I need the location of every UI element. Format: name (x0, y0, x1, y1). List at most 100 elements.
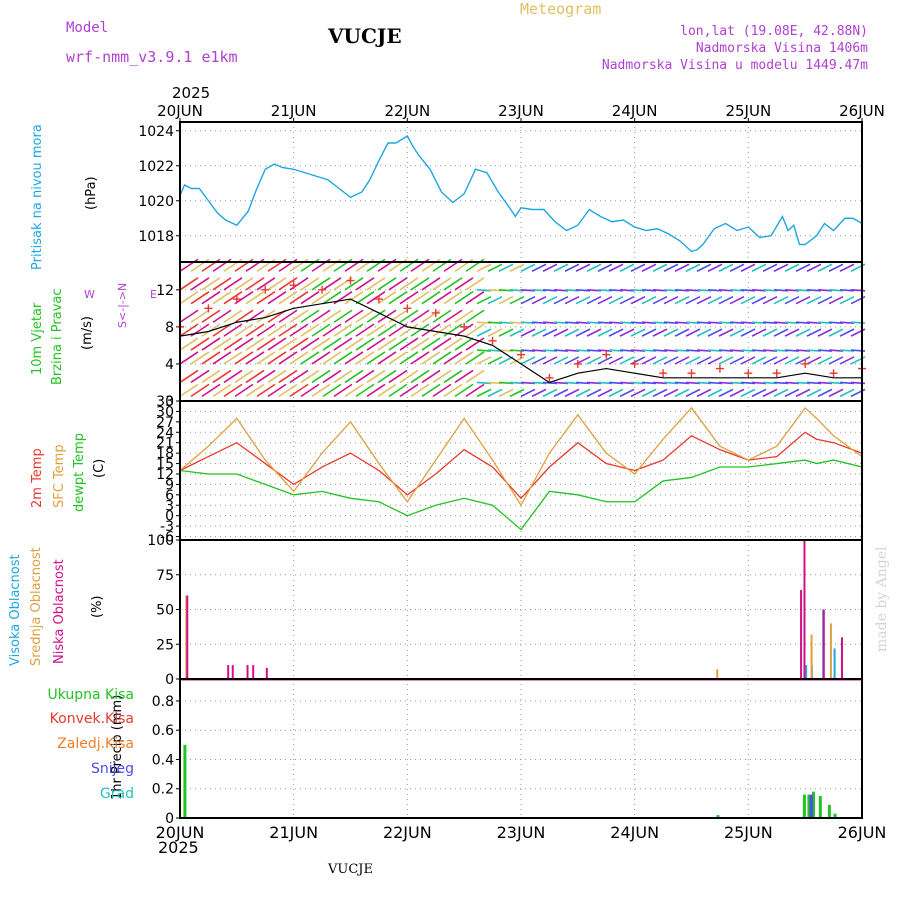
gust-marker (545, 373, 554, 382)
wind-arrow (366, 337, 386, 351)
wind-arrow (289, 369, 309, 384)
wind-arrow (586, 295, 602, 305)
total-precip-bar (183, 744, 187, 818)
model-value: wrf-nmm_v3.9.1 e1km (66, 48, 238, 66)
wind-arrow (696, 356, 712, 365)
wind-arrow (399, 383, 419, 398)
wind-arrow (454, 337, 474, 351)
wind-arrow (410, 351, 430, 365)
wind-arrow (718, 263, 734, 272)
wind-speed-line (179, 298, 862, 384)
wind-arrow (751, 356, 767, 365)
wind-arrow (828, 388, 844, 398)
wind-arrow (201, 383, 221, 398)
sfc-temp-line (179, 406, 863, 507)
wind-arrow (762, 328, 778, 337)
wind-arrow (729, 388, 745, 398)
wind-arrow (366, 277, 386, 291)
wind-arrow (443, 277, 463, 291)
y-tick-label: 0.8 (152, 694, 174, 710)
y-tick-label: 0.2 (152, 782, 174, 798)
wind-arrow (333, 351, 353, 365)
wind-arrow (179, 351, 199, 365)
wind-arrow (729, 328, 745, 337)
low-cloud-bar (800, 590, 803, 679)
wind-arrow (333, 309, 353, 323)
low-cloud-bar (840, 637, 843, 679)
wind-arrow (443, 337, 463, 351)
y-tick-label: 24 (156, 425, 174, 441)
wind-arrow (542, 356, 558, 365)
wind-arrow (410, 337, 430, 351)
time-tick-label-bottom: 24JUN (610, 823, 659, 842)
wind-arrow (366, 323, 386, 337)
wind-arrow (388, 323, 408, 337)
wind-arrow (223, 277, 243, 291)
wind-arrow (751, 295, 767, 305)
time-tick-label-bottom: 23JUN (497, 823, 546, 842)
wind-arrow (476, 356, 492, 365)
wind-arrow (718, 328, 734, 337)
wind-arrow (487, 328, 503, 337)
wind-arrow (784, 356, 800, 365)
low-cloud-bar (252, 665, 255, 679)
wind-arrow (839, 295, 855, 305)
wind-arrow (179, 337, 199, 351)
precip-legend-graupel: Grad (99, 786, 134, 802)
wind-arrow (311, 323, 331, 337)
wind-arrow (388, 291, 408, 305)
wind-arrow (322, 309, 342, 323)
wind-arrow (465, 291, 485, 305)
wind-arrow (586, 263, 602, 272)
wind-arrow (509, 295, 525, 305)
footer-station: VUCJE (328, 862, 373, 877)
wind-arrow (443, 309, 463, 323)
wind-arrow (707, 328, 723, 337)
wind-arrow (498, 295, 514, 305)
wind-arrow (487, 356, 503, 365)
wind-arrow (795, 388, 811, 398)
time-tick-label-top: 20JUN (157, 102, 203, 120)
wind-arrow (663, 263, 679, 272)
wind-arrow (465, 323, 485, 337)
wind-arrow (674, 388, 690, 398)
wind-arrow (278, 383, 298, 398)
wind-arrow (311, 277, 331, 291)
wind-arrow (817, 388, 833, 398)
wind-arrow (267, 383, 287, 398)
wind-arrow (201, 309, 221, 323)
wind-arrow (817, 328, 833, 337)
wind-arrow (839, 388, 855, 398)
wind-arrow (245, 277, 265, 291)
wind-arrow (762, 388, 778, 398)
wind-arrow (454, 277, 474, 291)
y-tick-label: 3 (165, 498, 174, 514)
wind-arrow (234, 323, 254, 337)
wind-arrow (707, 295, 723, 305)
wind-arrow (322, 291, 342, 305)
wind-arrow (740, 356, 756, 365)
wind-arrow (223, 337, 243, 351)
wind-arrow (828, 356, 844, 365)
precip-legend-snow: Snijeg (90, 761, 134, 777)
wind-arrow (564, 356, 580, 365)
wind-arrow (366, 351, 386, 365)
wind-arrow (828, 263, 844, 272)
total-precip-bar (833, 813, 837, 818)
wind-arrow (443, 369, 463, 384)
wind-arrow (278, 291, 298, 305)
wind-arrow (377, 277, 397, 291)
wind-arrow (685, 263, 701, 272)
wind-arrow (839, 263, 855, 272)
time-tick-label-top: 25JUN (725, 102, 771, 120)
gust-marker (488, 336, 497, 345)
wind-arrow (355, 383, 375, 398)
wind-arrow (300, 351, 320, 365)
low-cloud-bar (186, 595, 189, 679)
wind-arrow (256, 351, 276, 365)
wind-arrow (212, 323, 232, 337)
wind-arrow (179, 369, 199, 384)
wind-arrow (498, 328, 514, 337)
wind-arrow (190, 309, 210, 323)
gust-marker (261, 285, 270, 294)
